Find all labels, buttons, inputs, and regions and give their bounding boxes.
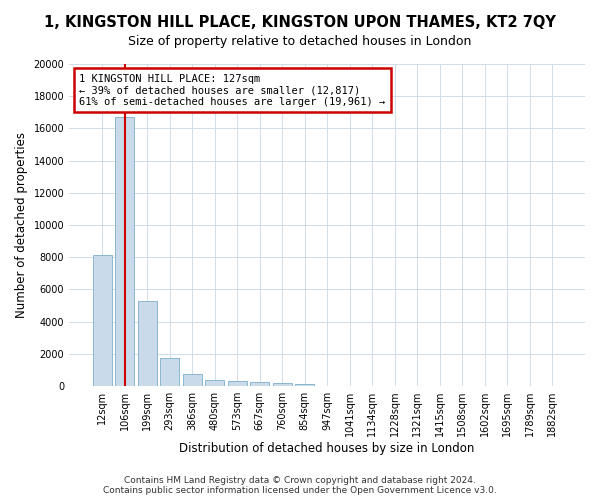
Text: Contains HM Land Registry data © Crown copyright and database right 2024.
Contai: Contains HM Land Registry data © Crown c…: [103, 476, 497, 495]
Bar: [160, 358, 179, 386]
Bar: [227, 382, 247, 386]
Bar: [272, 383, 292, 386]
Bar: [250, 382, 269, 386]
Bar: [92, 255, 112, 386]
Text: 1, KINGSTON HILL PLACE, KINGSTON UPON THAMES, KT2 7QY: 1, KINGSTON HILL PLACE, KINGSTON UPON TH…: [44, 15, 556, 30]
Bar: [205, 380, 224, 386]
Bar: [182, 374, 202, 386]
Text: 1 KINGSTON HILL PLACE: 127sqm
← 39% of detached houses are smaller (12,817)
61% : 1 KINGSTON HILL PLACE: 127sqm ← 39% of d…: [79, 74, 386, 107]
X-axis label: Distribution of detached houses by size in London: Distribution of detached houses by size …: [179, 442, 475, 455]
Bar: [137, 300, 157, 386]
Text: Size of property relative to detached houses in London: Size of property relative to detached ho…: [128, 35, 472, 48]
Bar: [115, 117, 134, 386]
Bar: [295, 384, 314, 386]
Y-axis label: Number of detached properties: Number of detached properties: [15, 132, 28, 318]
